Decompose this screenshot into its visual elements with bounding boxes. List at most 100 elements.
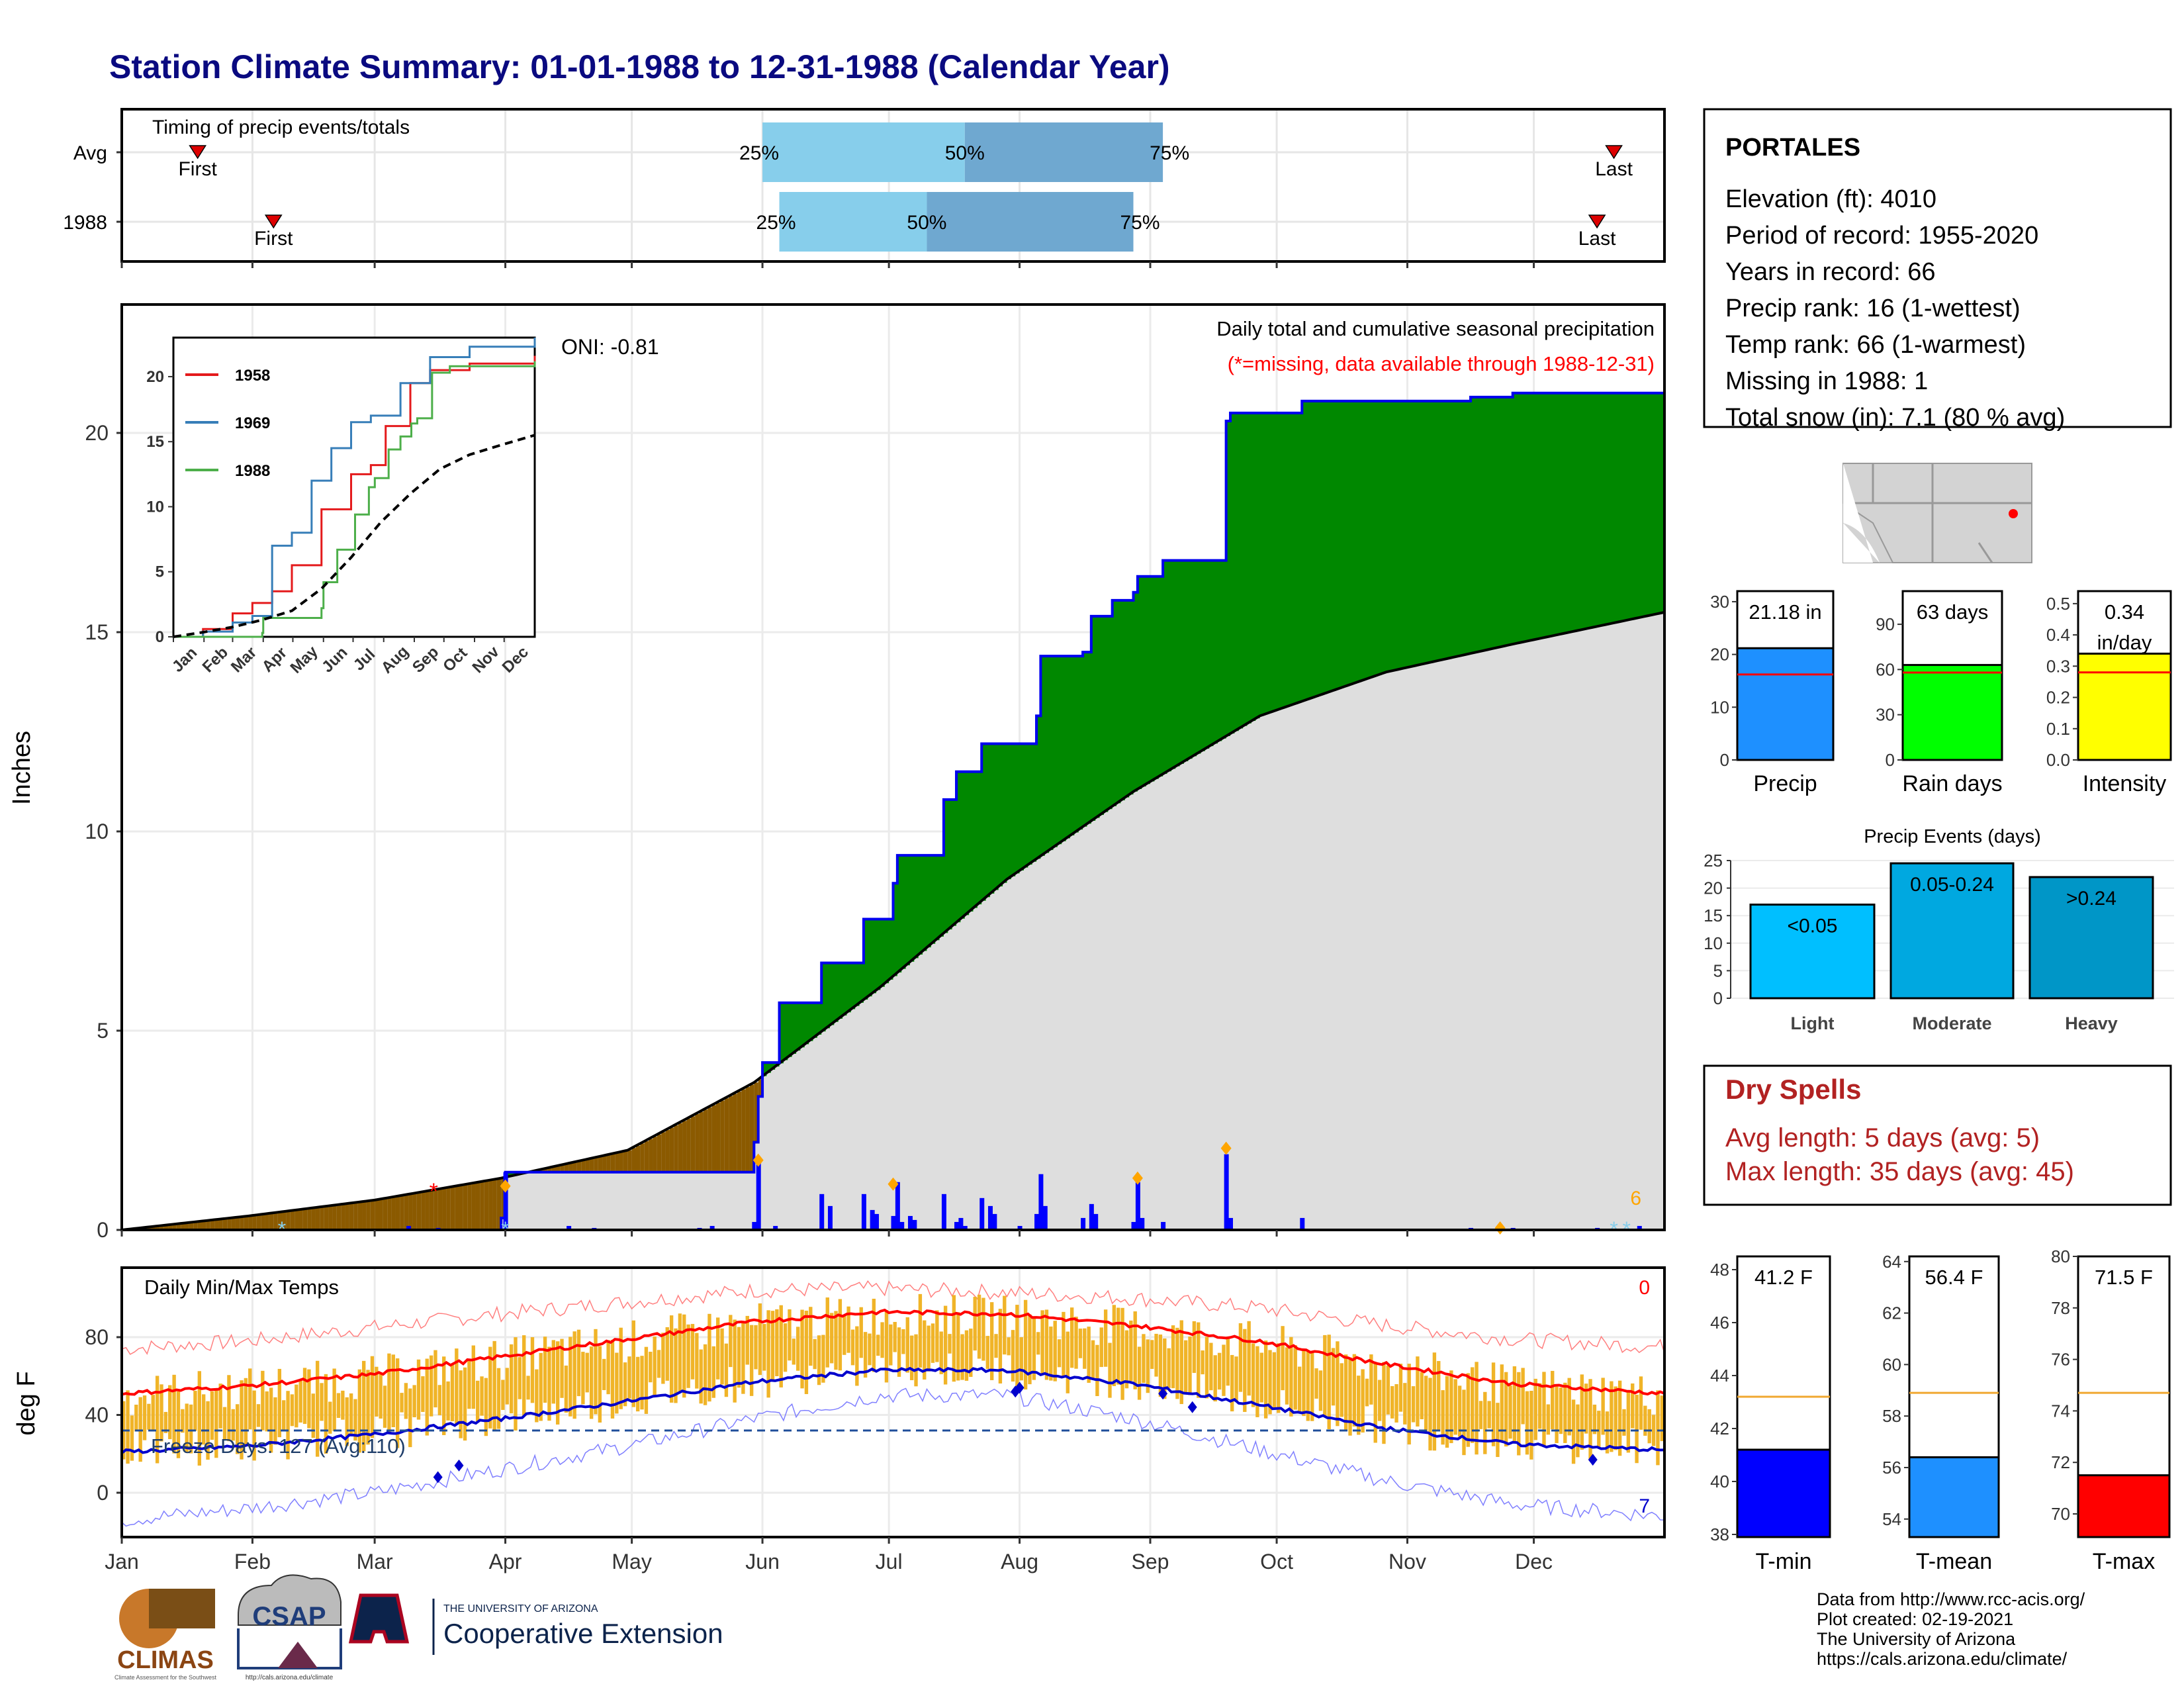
surplus-area-day — [1087, 652, 1092, 824]
deficit-area-day — [332, 1205, 338, 1230]
tmin-ytick-label: 42 — [1710, 1419, 1729, 1438]
avg-area-day — [1466, 654, 1471, 1230]
surplus-area-day — [1394, 400, 1400, 671]
deficit-area-day — [724, 1098, 729, 1172]
deficit-area-day — [644, 1141, 649, 1172]
avg-area-day — [644, 1141, 649, 1230]
dry-spells-avg: Avg length: 5 days (avg: 5) — [1725, 1123, 2040, 1152]
daily-temp-bar — [1277, 1343, 1281, 1413]
daily-temp-bar — [1529, 1391, 1533, 1460]
surplus-area-day — [1462, 400, 1467, 655]
avg-area-day — [1015, 873, 1021, 1230]
inset-ytick-label: 0 — [156, 628, 164, 646]
tmax-value-label: 71.5 F — [2095, 1266, 2153, 1289]
daily-temp-bar — [1639, 1376, 1643, 1430]
surplus-area-day — [1019, 743, 1024, 870]
deficit-area-day — [711, 1105, 717, 1172]
avg-area-day — [669, 1127, 674, 1230]
daily-precip-bar — [1300, 1217, 1305, 1230]
daily-temp-bar — [1660, 1395, 1664, 1442]
station-name: PORTALES — [1725, 134, 1860, 162]
daily-temp-bar — [1584, 1383, 1588, 1434]
deficit-area-day — [193, 1222, 199, 1230]
daily-temp-bar — [277, 1368, 282, 1438]
daily-precip-bar — [709, 1225, 715, 1230]
deficit-area-day — [298, 1209, 304, 1230]
daily-temp-bar — [412, 1385, 416, 1418]
deficit-area-day — [606, 1154, 612, 1172]
avg-area-day — [1635, 618, 1640, 1230]
total_precip-ytick-label: 30 — [1710, 592, 1729, 612]
avg-area-day — [1373, 676, 1379, 1230]
daily-temp-bar — [1323, 1335, 1327, 1417]
avg-area-day — [1019, 870, 1024, 1230]
deficit-area-day — [569, 1163, 574, 1172]
avg-area-day — [1293, 704, 1298, 1230]
surplus-area-day — [1382, 400, 1387, 674]
surplus-area-day — [914, 855, 919, 959]
daily-temp-bar — [126, 1390, 130, 1464]
avg-area-day — [1340, 688, 1345, 1230]
daily-temp-bar — [193, 1390, 197, 1431]
daily-temp-bar — [889, 1324, 893, 1366]
deficit-area-day — [636, 1145, 641, 1172]
avg-area-day — [653, 1137, 658, 1230]
daily-temp-bar — [809, 1307, 813, 1366]
daily-precip-bar — [861, 1194, 866, 1230]
daily-temp-bar — [1023, 1299, 1028, 1390]
daily-temp-bar — [661, 1333, 665, 1384]
ua-logo-icon — [348, 1593, 410, 1644]
surplus-area-day — [1420, 400, 1425, 665]
intensity-ytick-label: 0.2 — [2046, 688, 2070, 708]
avg-area-day — [1512, 644, 1518, 1230]
tmean-ytick-label: 60 — [1882, 1354, 1901, 1374]
daily-temp-bar — [610, 1339, 615, 1419]
daily-temp-bar — [1542, 1372, 1546, 1447]
avg-area-day — [1343, 686, 1349, 1230]
intensity-ytick-label: 0.5 — [2046, 594, 2070, 614]
deficit-area-day — [703, 1109, 708, 1172]
avg-area-day — [589, 1158, 594, 1230]
surplus-area-day — [1479, 397, 1484, 652]
surplus-area-day — [1614, 393, 1619, 623]
daily-precip-bar — [958, 1217, 964, 1230]
daily-temp-bar — [690, 1324, 695, 1380]
avg-area-day — [1555, 635, 1560, 1230]
surplus-area-day — [1243, 412, 1248, 726]
avg-area-day — [509, 1176, 514, 1230]
surplus-area-day — [1175, 560, 1181, 767]
avg-area-day — [518, 1174, 523, 1230]
surplus-area-day — [1297, 412, 1302, 703]
footer-line: Data from http://www.rcc-acis.org/ — [1817, 1589, 2085, 1609]
daily-temp-bar — [669, 1315, 674, 1403]
daily-temp-bar — [1614, 1386, 1617, 1450]
surplus-area-day — [1475, 397, 1480, 653]
daily-temp-bar — [775, 1309, 779, 1376]
avg-area-day — [1007, 879, 1012, 1230]
avg-area-day — [1083, 826, 1088, 1230]
avg-area-day — [918, 955, 923, 1230]
avg-area-day — [1437, 661, 1442, 1230]
daily-temp-bar — [897, 1327, 901, 1377]
avg-area-day — [1369, 678, 1375, 1230]
daily-temp-bar — [1567, 1378, 1571, 1436]
surplus-area-day — [1154, 576, 1160, 779]
avg-area-day — [1529, 640, 1535, 1230]
daily-temp-bar — [964, 1330, 969, 1381]
daily-temp-bar — [741, 1322, 745, 1394]
avg-area-day — [1297, 702, 1302, 1230]
daily-temp-bar — [779, 1305, 783, 1387]
avg-area-day — [1146, 784, 1151, 1230]
daily-temp-bar — [1403, 1383, 1407, 1425]
surplus-area-day — [1597, 393, 1602, 627]
avg-area-day — [939, 936, 944, 1230]
deficit-area-day — [640, 1143, 645, 1172]
surplus-area-day — [1500, 397, 1505, 647]
daily-temp-bar — [480, 1376, 484, 1416]
avg-area-day — [1571, 632, 1576, 1230]
daily-temp-bar — [1605, 1411, 1610, 1454]
daily-temp-bar — [1377, 1380, 1382, 1421]
footer-line: The University of Arizona — [1817, 1629, 2016, 1649]
surplus-area-day — [1281, 412, 1286, 709]
surplus-area-day — [1559, 393, 1564, 635]
